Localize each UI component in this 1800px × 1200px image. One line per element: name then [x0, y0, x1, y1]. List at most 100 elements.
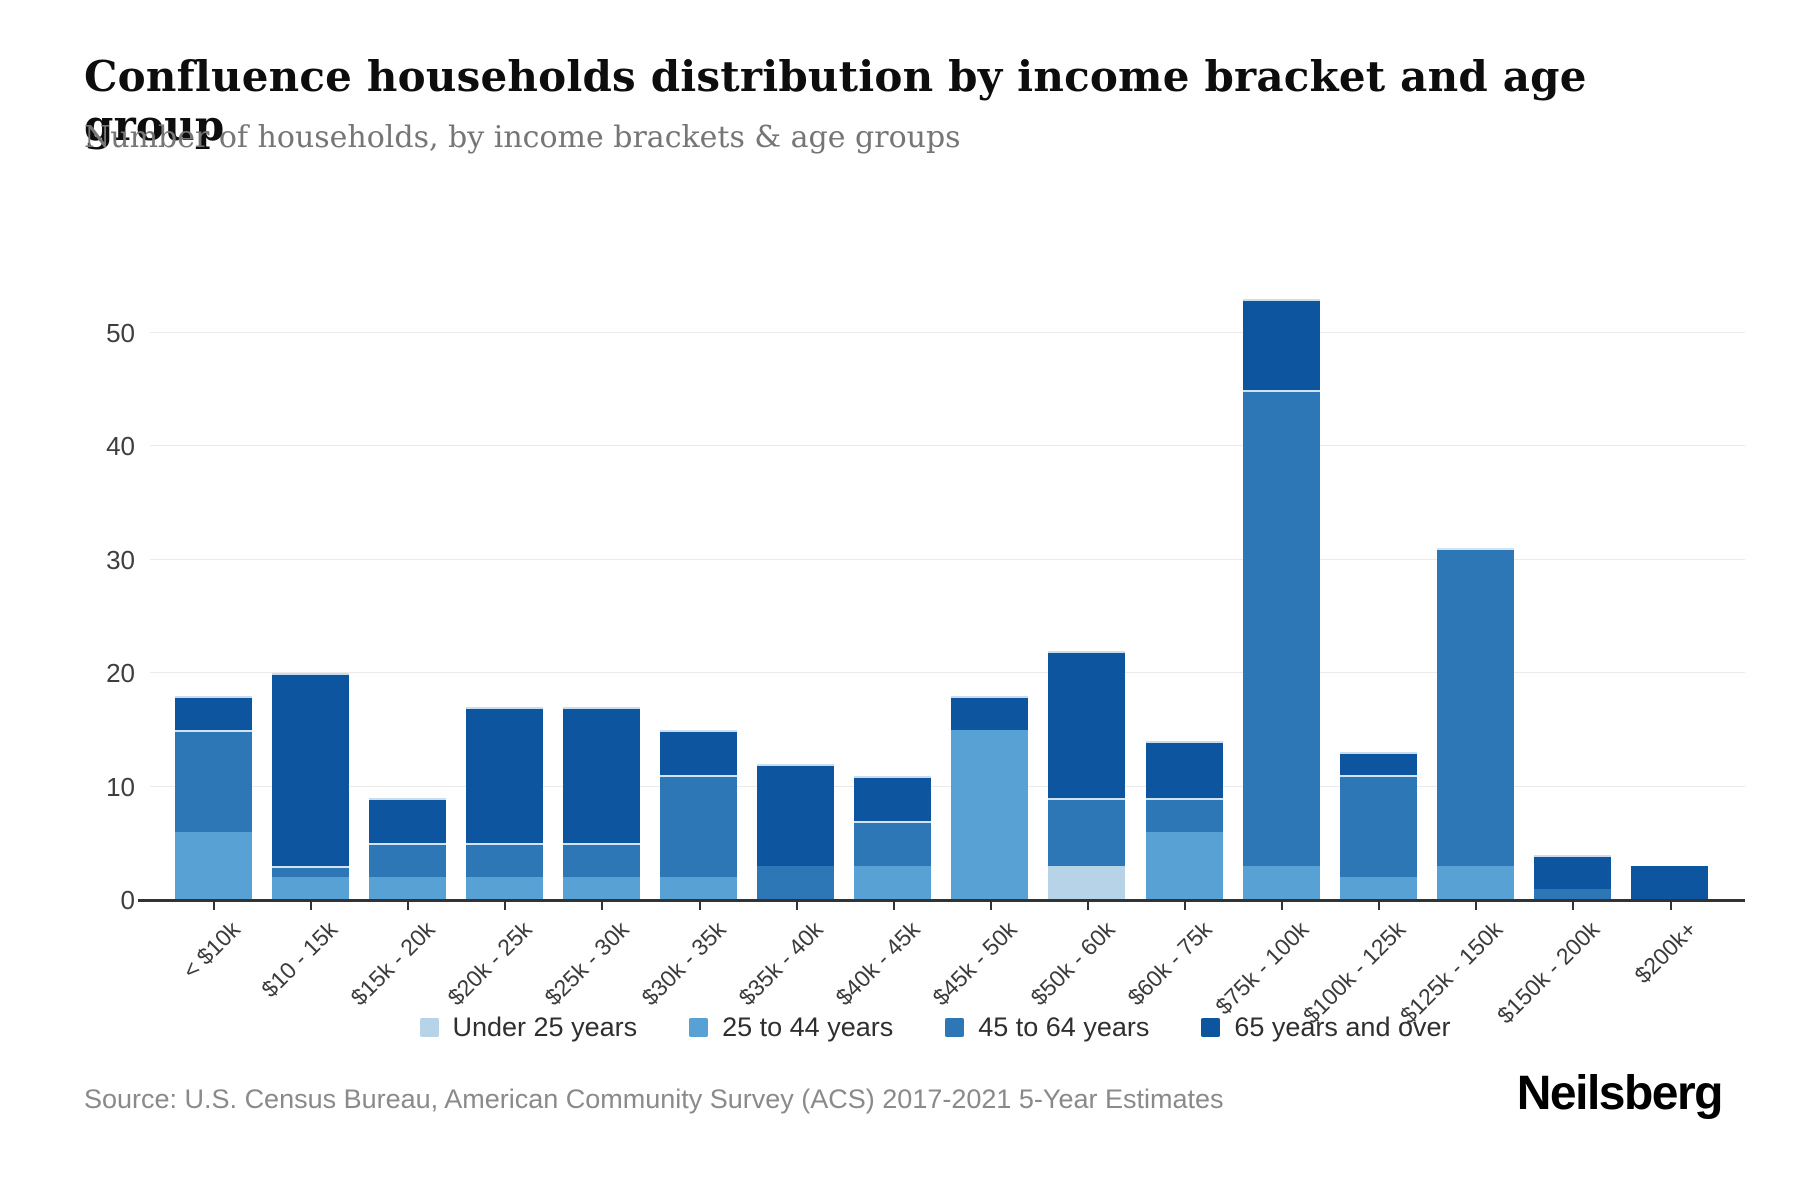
bar-segment[interactable]	[1145, 832, 1223, 900]
bar-$45k - 50k[interactable]	[951, 696, 1029, 900]
bar-$10 - 15k[interactable]	[271, 673, 349, 900]
y-axis-tick-label: 0	[120, 885, 135, 915]
x-axis-tick	[1184, 902, 1186, 910]
x-axis-label: < $10k	[177, 916, 246, 984]
bar-segment[interactable]	[1242, 299, 1320, 390]
plot-area	[150, 280, 1720, 900]
y-axis-tick-label: 40	[106, 431, 135, 462]
bar-segment[interactable]	[854, 821, 932, 866]
bar-segment[interactable]	[465, 877, 543, 900]
bar-segment[interactable]	[562, 707, 640, 843]
bar-segment[interactable]	[368, 843, 446, 877]
legend-swatch-icon	[689, 1018, 709, 1037]
legend-swatch-icon	[1201, 1018, 1221, 1037]
x-axis-label: $40k - 45k	[830, 916, 926, 1011]
bar-$125k - 150k[interactable]	[1436, 548, 1514, 900]
bar-$50k - 60k[interactable]	[1048, 651, 1126, 900]
bar-$25k - 30k[interactable]	[562, 707, 640, 900]
bar-segment[interactable]	[174, 696, 252, 730]
gridline	[150, 672, 1745, 674]
bar-segment[interactable]	[757, 764, 835, 866]
source-note: Source: U.S. Census Bureau, American Com…	[84, 1084, 1224, 1114]
bar-segment[interactable]	[1339, 775, 1417, 877]
x-axis-line	[138, 899, 1745, 902]
bar-segment[interactable]	[854, 776, 932, 821]
bar-$15k - 20k[interactable]	[368, 798, 446, 900]
legend-label: 25 to 44 years	[722, 1012, 894, 1042]
legend-item[interactable]: 45 to 64 years	[945, 1012, 1149, 1043]
bar-segment[interactable]	[660, 775, 737, 877]
x-axis-tick	[1572, 902, 1575, 910]
bar-segment[interactable]	[1339, 877, 1417, 900]
legend-item[interactable]: 65 years and over	[1201, 1012, 1451, 1043]
gridline	[150, 332, 1745, 333]
bar-segment[interactable]	[1242, 866, 1320, 900]
x-axis-tick	[1378, 902, 1381, 910]
bar-segment[interactable]	[368, 798, 446, 843]
bar-segment[interactable]	[1533, 855, 1611, 889]
x-axis-tick	[795, 902, 798, 910]
bar-$75k - 100k[interactable]	[1242, 299, 1320, 900]
x-axis-label: $30k - 35k	[636, 916, 731, 1011]
bar-segment[interactable]	[660, 877, 737, 900]
bar-segment[interactable]	[1048, 866, 1126, 900]
bar-$35k - 40k[interactable]	[757, 764, 835, 900]
legend-item[interactable]: 25 to 44 years	[689, 1012, 893, 1043]
x-axis-tick	[989, 902, 992, 910]
x-axis-tick	[698, 902, 701, 910]
bar-segment[interactable]	[660, 730, 737, 775]
bar-segment[interactable]	[465, 843, 543, 877]
bar-segment[interactable]	[1242, 390, 1320, 866]
chart-legend: Under 25 years 25 to 44 years 45 to 64 yea…	[150, 1012, 1720, 1043]
bar-segment[interactable]	[1436, 548, 1514, 866]
gridline	[150, 558, 1745, 560]
bar-segment[interactable]	[1145, 741, 1223, 798]
bar-$40k - 45k[interactable]	[854, 775, 932, 900]
x-axis-label: $45k - 50k	[927, 916, 1023, 1011]
bar-segment[interactable]	[757, 866, 835, 900]
bar-$30k - 35k[interactable]	[660, 730, 737, 900]
bar-segment[interactable]	[1339, 752, 1417, 775]
bar-segment[interactable]	[1533, 889, 1611, 900]
bar-segment[interactable]	[465, 707, 543, 843]
bar-< $10k[interactable]	[174, 696, 252, 900]
x-axis-label: $35k - 40k	[733, 916, 828, 1011]
bar-segment[interactable]	[562, 877, 640, 900]
bar-$100k - 125k[interactable]	[1339, 752, 1417, 900]
x-axis-label: $10 - 15k	[256, 916, 343, 1003]
legend-label: 65 years and over	[1234, 1012, 1451, 1042]
bar-segment[interactable]	[562, 843, 640, 877]
bar-segment[interactable]	[951, 730, 1029, 900]
bar-$200k+[interactable]	[1631, 866, 1708, 900]
gridline-layer	[150, 280, 1745, 900]
bar-segment[interactable]	[1436, 866, 1514, 900]
bar-$150k - 200k[interactable]	[1533, 855, 1611, 900]
gridline	[150, 445, 1745, 447]
bar-segment[interactable]	[1631, 866, 1708, 900]
gridline	[150, 785, 1745, 787]
y-axis-tick-label: 50	[106, 318, 135, 348]
bar-segment[interactable]	[854, 866, 932, 900]
x-axis-label: $50k - 60k	[1024, 916, 1120, 1011]
bar-segment[interactable]	[271, 877, 349, 900]
bar-$60k - 75k[interactable]	[1145, 741, 1223, 900]
x-axis-label: $15k - 20k	[345, 916, 440, 1011]
bar-segment[interactable]	[271, 866, 349, 877]
bar-segment[interactable]	[1048, 798, 1126, 866]
bar-segment[interactable]	[174, 730, 252, 832]
x-axis-label: $75k - 100k	[1210, 916, 1314, 1020]
bar-segment[interactable]	[951, 696, 1029, 730]
bar-segment[interactable]	[368, 877, 446, 900]
bar-segment[interactable]	[1048, 651, 1126, 798]
bar-segment[interactable]	[1145, 798, 1223, 832]
bar-segment[interactable]	[271, 673, 349, 866]
x-axis-tick	[213, 902, 215, 910]
x-axis-tick	[504, 902, 507, 910]
x-axis-tick	[1086, 902, 1089, 910]
x-axis-tick	[1475, 902, 1478, 910]
bar-segment[interactable]	[174, 832, 252, 900]
bar-$20k - 25k[interactable]	[465, 707, 543, 900]
x-axis-tick	[407, 902, 410, 910]
legend-item[interactable]: Under 25 years	[419, 1012, 637, 1043]
